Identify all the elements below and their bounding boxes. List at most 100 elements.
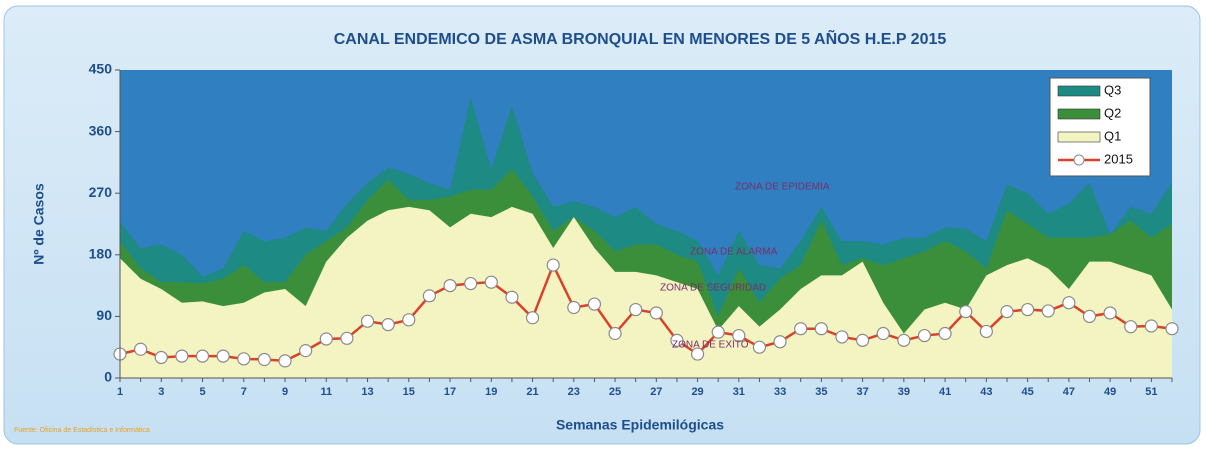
- point-2015: [670, 333, 684, 347]
- point-2015: [216, 349, 230, 363]
- zone-label: ZONA DE ALARMA: [690, 247, 778, 258]
- point-2015: [319, 332, 333, 346]
- x-tick-label: 7: [241, 386, 247, 398]
- area-q1: [120, 206, 1172, 378]
- legend-swatch: [1057, 108, 1101, 120]
- point-2015: [1021, 302, 1035, 317]
- point-2015: [257, 352, 271, 367]
- y-tick-label: 270: [89, 184, 113, 200]
- x-tick-label: 19: [485, 386, 497, 398]
- point-2015: [1144, 319, 1158, 333]
- x-tick-label: 47: [1063, 386, 1075, 398]
- point-2015: [794, 322, 808, 336]
- source-note: Fuente: Oficina de Estadística e Informá…: [14, 427, 150, 434]
- y-tick-label: 90: [96, 307, 112, 323]
- zone-label: ZONA DE SEGURIDAD: [660, 283, 766, 294]
- point-2015: [195, 349, 210, 363]
- point-2015: [1103, 306, 1117, 320]
- point-2015: [546, 258, 560, 272]
- point-2015: [154, 350, 168, 365]
- legend-marker: [1073, 154, 1085, 166]
- point-2015: [959, 305, 973, 319]
- x-tick-label: 45: [1021, 386, 1033, 398]
- x-tick-label: 51: [1145, 386, 1157, 398]
- point-2015: [917, 328, 932, 343]
- point-2015: [1041, 304, 1055, 318]
- x-axis-label: Semanas Epidemilógicas: [556, 417, 724, 433]
- x-tick-label: 41: [939, 386, 951, 398]
- point-2015: [175, 349, 189, 363]
- point-2015: [1165, 322, 1179, 336]
- point-2015: [979, 324, 993, 339]
- zone-label: ZONA DE EPIDEMIA: [735, 182, 830, 193]
- point-2015: [732, 328, 746, 343]
- point-2015: [360, 314, 375, 328]
- x-tick-label: 21: [526, 386, 538, 398]
- point-2015: [629, 302, 643, 317]
- point-2015: [897, 333, 911, 347]
- x-tick-label: 43: [980, 386, 992, 398]
- x-tick-label: 37: [856, 386, 868, 398]
- point-2015: [237, 352, 251, 366]
- point-2015: [773, 335, 787, 349]
- point-2015: [649, 306, 663, 320]
- x-tick-label: 11: [320, 386, 332, 398]
- point-2015: [443, 279, 457, 293]
- x-tick-label: 49: [1104, 386, 1116, 398]
- point-2015: [505, 290, 519, 304]
- point-2015: [938, 326, 952, 341]
- legend-label: Q3: [1104, 82, 1121, 97]
- x-tick-label: 27: [650, 386, 662, 398]
- x-tick-label: 39: [898, 386, 910, 398]
- point-2015: [381, 318, 395, 332]
- x-tick-label: 29: [691, 386, 703, 398]
- point-2015: [567, 300, 581, 315]
- y-tick-label: 0: [104, 369, 112, 385]
- x-tick-label: 5: [199, 386, 205, 398]
- point-2015: [402, 313, 416, 327]
- line-2015: [119, 261, 1173, 363]
- y-axis-label: Nº de Casos: [31, 183, 47, 265]
- legend-label: 2015: [1104, 151, 1133, 166]
- y-tick-label: 180: [89, 246, 113, 262]
- x-tick-label: 13: [361, 386, 373, 398]
- point-2015: [690, 347, 705, 361]
- x-tick-label: 33: [774, 386, 786, 398]
- point-2015: [422, 289, 437, 303]
- point-2015: [464, 276, 478, 291]
- point-2015: [1082, 309, 1097, 323]
- x-tick-label: 1: [117, 386, 123, 398]
- point-2015: [752, 340, 767, 354]
- point-2015: [855, 333, 870, 347]
- point-2015: [299, 344, 313, 358]
- legend-swatch: [1057, 131, 1101, 143]
- point-2015: [814, 322, 828, 336]
- point-2015: [340, 331, 354, 345]
- zone-label: ZONA DE EXITO: [672, 340, 749, 351]
- point-2015: [484, 275, 498, 289]
- x-tick-label: 3: [158, 386, 164, 398]
- x-tick-label: 15: [403, 386, 415, 398]
- point-2015: [278, 354, 292, 368]
- point-2015: [1000, 305, 1014, 319]
- point-2015: [835, 330, 849, 344]
- legend-label: Q2: [1104, 105, 1121, 120]
- x-tick-label: 9: [282, 386, 288, 398]
- point-2015: [587, 297, 602, 311]
- legend-swatch: [1057, 85, 1101, 97]
- point-2015: [608, 326, 622, 341]
- y-tick-label: 450: [89, 61, 113, 77]
- point-2015: [711, 325, 725, 339]
- x-tick-label: 25: [609, 386, 621, 398]
- point-2015: [876, 326, 890, 341]
- point-2015: [1124, 320, 1138, 334]
- x-tick-label: 31: [733, 386, 745, 398]
- x-tick-label: 23: [568, 386, 580, 398]
- point-2015: [134, 342, 148, 356]
- x-tick-label: 17: [444, 386, 456, 398]
- x-tick-label: 35: [815, 386, 827, 398]
- chart-title: CANAL ENDEMICO DE ASMA BRONQUIAL EN MENO…: [334, 28, 947, 48]
- y-tick-label: 360: [89, 122, 113, 138]
